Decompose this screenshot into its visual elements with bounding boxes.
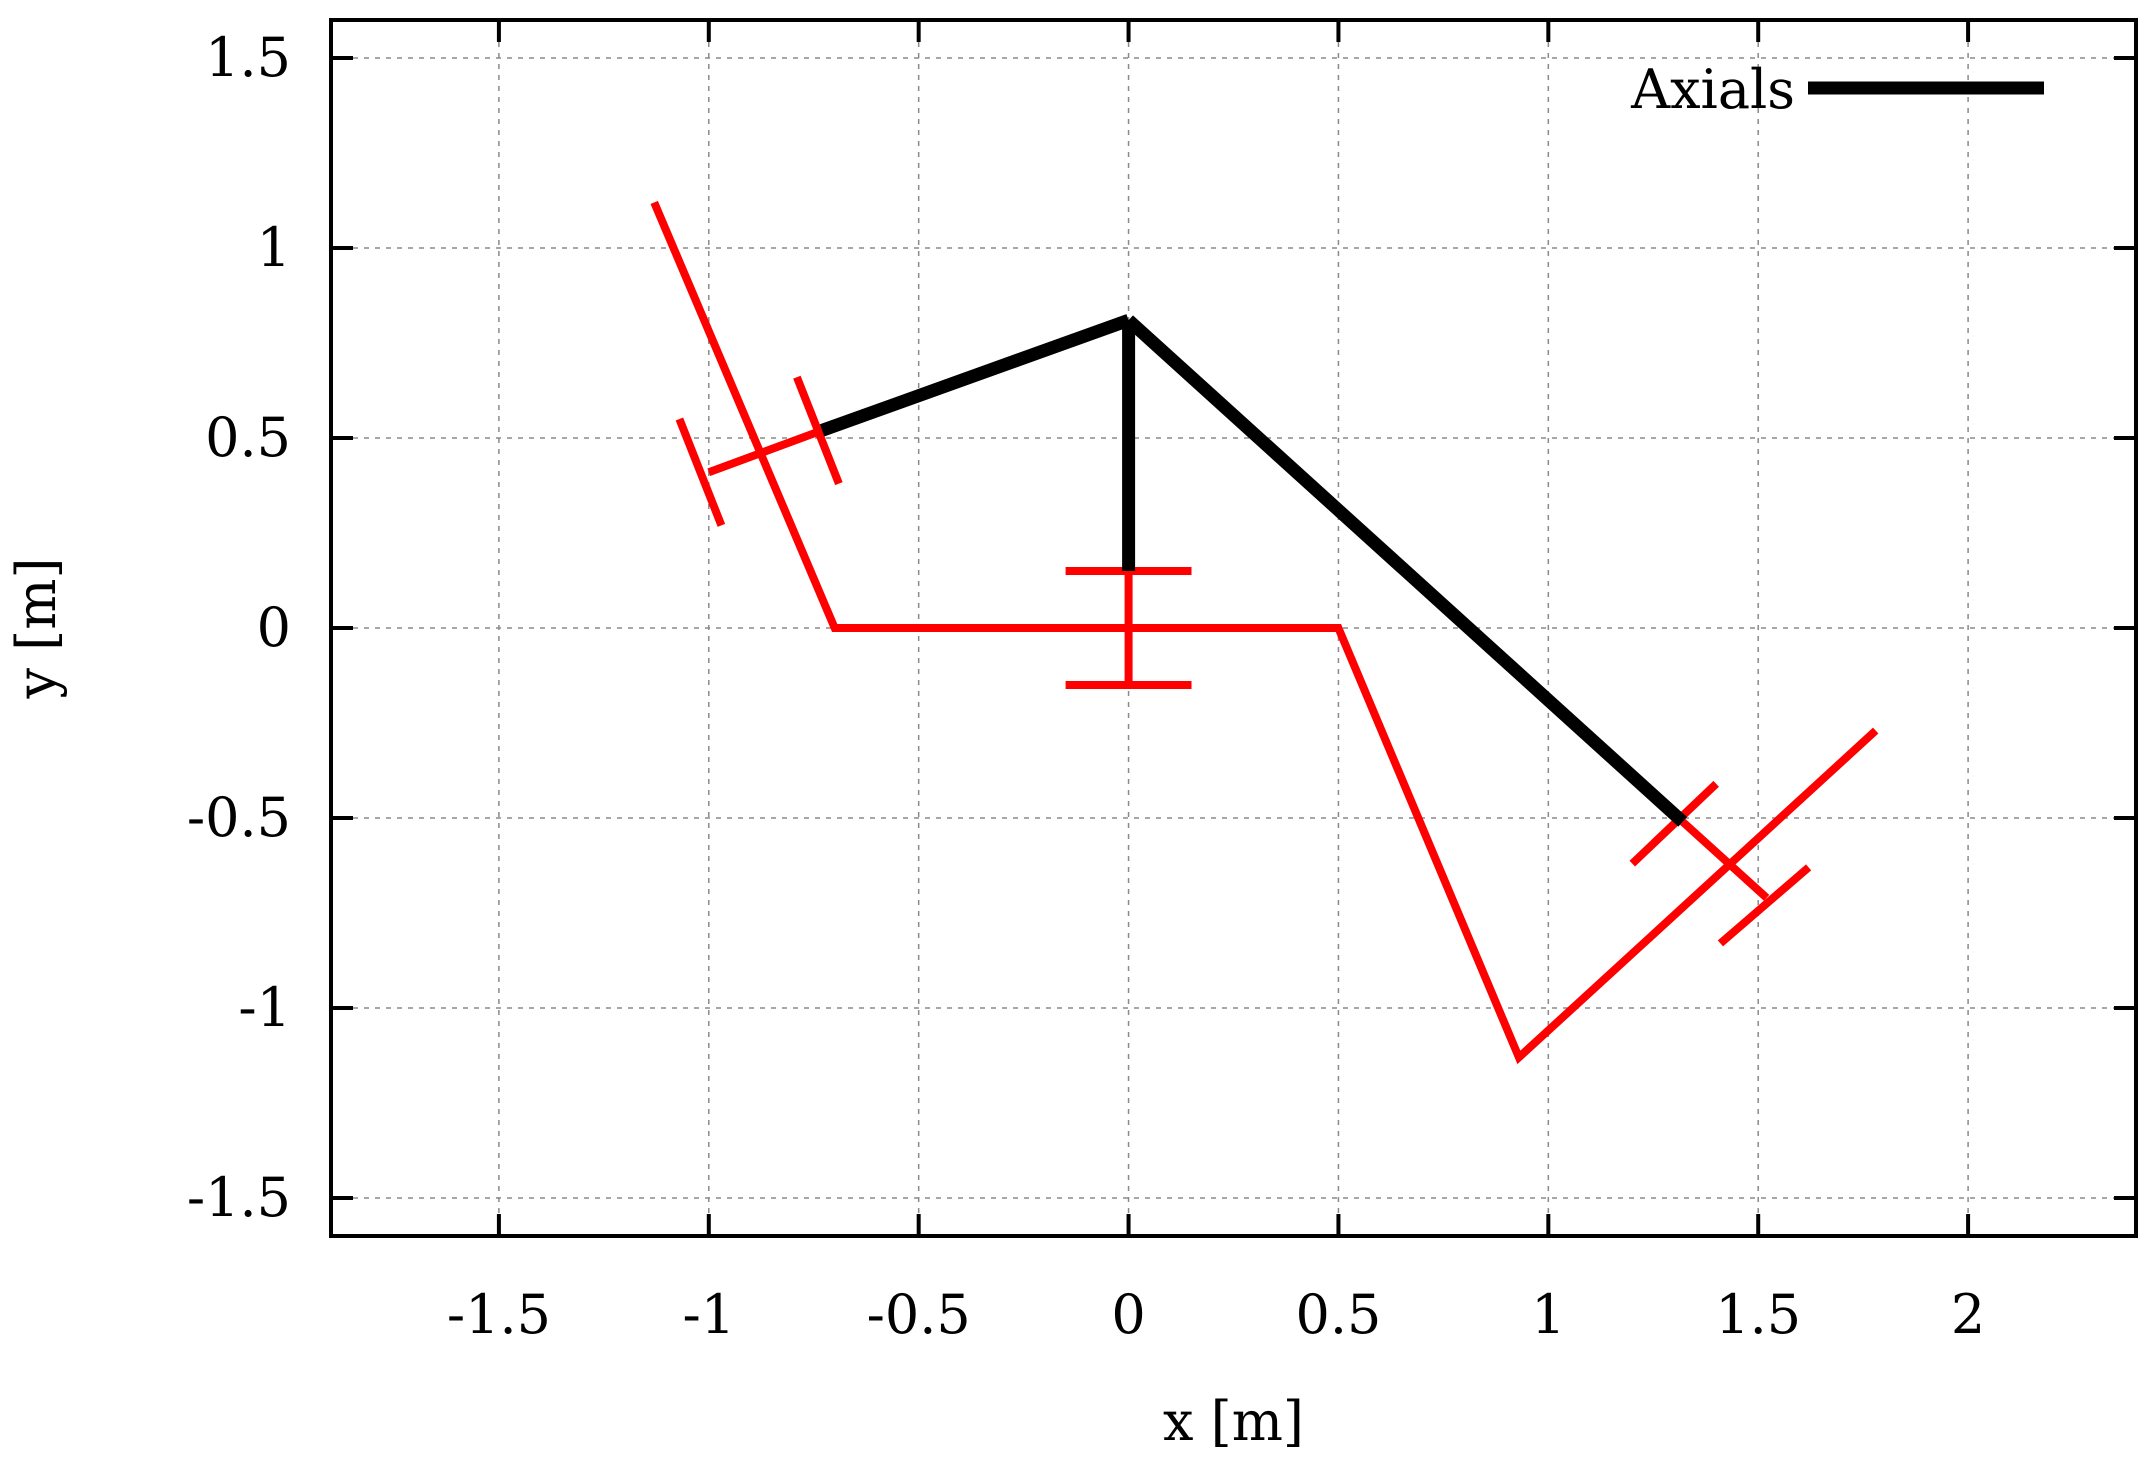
structure-segment-9 — [1717, 864, 1812, 947]
y-tick-label: -0.5 — [187, 786, 291, 849]
y-tick-label: -1 — [238, 976, 291, 1039]
structure-segment-5 — [675, 417, 726, 527]
x-tick-label: 2 — [1951, 1283, 1985, 1346]
tick-labels: -1.5 -1 -0.5 0 0.5 1 1.5 2 -1.5 -1 -0.5 0 0.5 1 1.5 — [187, 26, 1985, 1346]
axials-segment-2 — [1124, 315, 1688, 827]
x-axis-title: x [m] — [1163, 1390, 1304, 1453]
y-tick-label: -1.5 — [187, 1166, 291, 1229]
x-tick-label: 0 — [1111, 1283, 1145, 1346]
legend: Axials — [1630, 58, 2044, 121]
x-tick-label: 1.5 — [1715, 1283, 1801, 1346]
y-tick-label: 1.5 — [205, 26, 291, 89]
ticks — [331, 20, 2136, 1236]
x-tick-label: 1 — [1531, 1283, 1565, 1346]
structure-segment-7 — [1680, 818, 1770, 901]
x-tick-label: -1 — [682, 1283, 735, 1346]
legend-label: Axials — [1630, 58, 1795, 121]
structure-segment-8 — [1629, 780, 1719, 867]
series-layer — [650, 200, 1879, 1065]
x-tick-label: 0.5 — [1295, 1283, 1381, 1346]
y-tick-label: 0.5 — [205, 406, 291, 469]
structure-segment-0 — [650, 200, 1879, 1065]
y-tick-label: 1 — [257, 216, 291, 279]
structure-segment-6 — [793, 375, 843, 486]
y-axis-title: y [m] — [5, 557, 68, 699]
x-tick-label: -1.5 — [447, 1283, 551, 1346]
axials-segment-0 — [819, 314, 1131, 437]
structure-segment-4 — [707, 426, 824, 476]
x-tick-label: -0.5 — [867, 1283, 971, 1346]
y-tick-label: 0 — [257, 596, 291, 659]
